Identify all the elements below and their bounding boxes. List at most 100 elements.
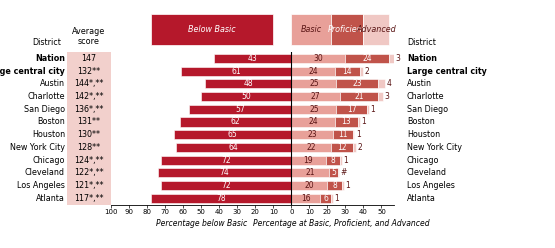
Text: 20: 20 <box>305 181 314 190</box>
Text: New York City: New York City <box>407 143 462 152</box>
Bar <box>205 79 291 89</box>
Bar <box>67 52 111 205</box>
Bar <box>174 130 291 139</box>
Text: 23: 23 <box>307 130 317 139</box>
Bar <box>340 92 378 101</box>
Bar <box>326 155 340 165</box>
Bar <box>291 92 340 101</box>
Bar <box>291 79 336 89</box>
Bar <box>331 143 352 152</box>
Bar <box>331 14 364 45</box>
Text: 27: 27 <box>311 92 320 101</box>
Text: 12: 12 <box>337 143 346 152</box>
Bar <box>162 181 291 190</box>
Text: Percentage below Basic: Percentage below Basic <box>155 218 247 228</box>
Bar <box>352 143 356 152</box>
Text: Large central city: Large central city <box>407 67 487 76</box>
Text: 50: 50 <box>241 92 251 101</box>
Text: 1: 1 <box>334 194 339 203</box>
Text: Cleveland: Cleveland <box>25 168 65 177</box>
Text: Austin: Austin <box>407 79 432 88</box>
Bar <box>201 92 291 101</box>
Bar <box>336 105 367 114</box>
Bar <box>214 54 291 63</box>
Text: 72: 72 <box>221 181 231 190</box>
Text: 121*,**: 121*,** <box>74 181 104 190</box>
Bar <box>364 14 388 45</box>
Text: 23: 23 <box>352 79 362 88</box>
Bar <box>336 79 378 89</box>
Bar <box>329 168 338 177</box>
Text: New York City: New York City <box>10 143 65 152</box>
Bar <box>345 54 388 63</box>
Text: 1: 1 <box>356 130 361 139</box>
Bar <box>333 130 352 139</box>
Bar <box>291 14 331 45</box>
Text: 14: 14 <box>342 67 352 76</box>
Bar <box>358 117 360 126</box>
Text: 11: 11 <box>338 130 347 139</box>
Text: Chicago: Chicago <box>407 155 440 165</box>
Bar <box>291 143 331 152</box>
Bar <box>150 194 291 203</box>
Text: 2: 2 <box>357 143 362 152</box>
Text: District: District <box>32 38 61 47</box>
Text: 21: 21 <box>305 168 315 177</box>
Bar <box>291 194 320 203</box>
Bar <box>291 168 329 177</box>
Text: Percentage at Basic, Proficient, and Advanced: Percentage at Basic, Proficient, and Adv… <box>254 218 430 228</box>
Bar <box>367 105 369 114</box>
Text: 24: 24 <box>308 118 317 126</box>
Bar <box>291 66 335 76</box>
Bar <box>291 54 345 63</box>
Text: Charlotte: Charlotte <box>407 92 445 101</box>
Text: 43: 43 <box>248 54 258 63</box>
Text: Charlotte: Charlotte <box>27 92 65 101</box>
Text: 17: 17 <box>347 105 356 114</box>
Text: 2: 2 <box>365 67 370 76</box>
Bar <box>291 117 335 126</box>
Bar <box>342 181 344 190</box>
Text: Nation: Nation <box>407 54 437 63</box>
Text: 78: 78 <box>216 194 226 203</box>
Text: 1: 1 <box>361 118 366 126</box>
Text: 65: 65 <box>228 130 238 139</box>
Text: Advanced: Advanced <box>356 25 396 33</box>
Text: 25: 25 <box>309 79 319 88</box>
Text: 8: 8 <box>332 181 337 190</box>
Text: Average
score: Average score <box>72 27 105 46</box>
Text: 122*,**: 122*,** <box>74 168 104 177</box>
Text: Chicago: Chicago <box>32 155 65 165</box>
Text: 136*,**: 136*,** <box>74 105 103 114</box>
Text: 117*,**: 117*,** <box>74 194 104 203</box>
Bar <box>378 79 385 89</box>
Text: 8: 8 <box>330 155 335 165</box>
Text: 124*,**: 124*,** <box>74 155 104 165</box>
Bar <box>388 54 394 63</box>
Text: 57: 57 <box>235 105 245 114</box>
Text: 30: 30 <box>314 54 323 63</box>
Bar <box>291 130 333 139</box>
Text: Atlanta: Atlanta <box>36 194 65 203</box>
Text: 1: 1 <box>345 181 350 190</box>
Text: 147: 147 <box>81 54 97 63</box>
Bar <box>158 168 291 177</box>
Text: 61: 61 <box>231 67 241 76</box>
Text: 25: 25 <box>309 105 319 114</box>
Bar <box>291 155 326 165</box>
Text: 128**: 128** <box>77 143 100 152</box>
Text: Houston: Houston <box>407 130 440 139</box>
Bar <box>331 194 333 203</box>
Text: 16: 16 <box>301 194 310 203</box>
Text: 4: 4 <box>386 79 391 88</box>
Bar <box>162 155 291 165</box>
Bar <box>181 66 291 76</box>
Text: 72: 72 <box>221 155 231 165</box>
Bar <box>291 181 327 190</box>
Text: District: District <box>407 38 436 47</box>
Text: 64: 64 <box>229 143 239 152</box>
Bar <box>150 14 273 45</box>
Text: 48: 48 <box>243 79 253 88</box>
Text: 130**: 130** <box>77 130 100 139</box>
Bar <box>335 117 358 126</box>
